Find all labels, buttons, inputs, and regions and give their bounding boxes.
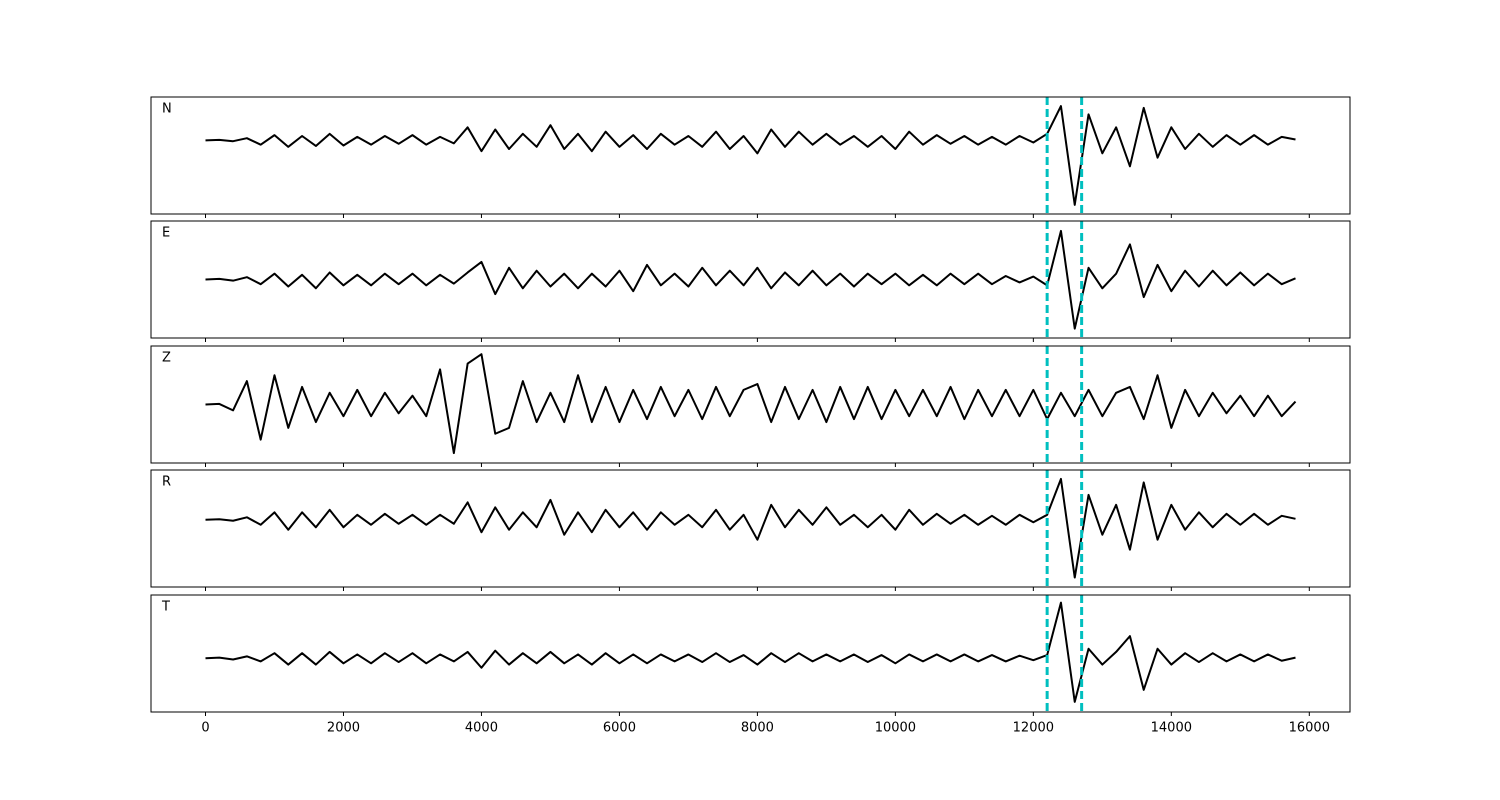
x-tick-label: 16000 bbox=[1289, 721, 1330, 736]
panel-frame bbox=[150, 469, 1351, 588]
panel-label: N bbox=[162, 102, 172, 117]
panel-frame bbox=[150, 96, 1351, 215]
panel-label: R bbox=[162, 475, 171, 490]
trace bbox=[205, 353, 1297, 455]
panel-frame bbox=[150, 345, 1351, 464]
panel-frame bbox=[150, 594, 1351, 713]
trace bbox=[205, 601, 1296, 703]
panel-label: E bbox=[162, 226, 170, 241]
x-tick-label: 12000 bbox=[1013, 721, 1054, 736]
panel-label: Z bbox=[162, 351, 171, 366]
trace bbox=[205, 229, 1296, 330]
panel-label: T bbox=[161, 600, 170, 615]
x-tick-label: 2000 bbox=[327, 721, 360, 736]
trace bbox=[205, 105, 1296, 206]
trace bbox=[205, 477, 1296, 579]
x-tick-label: 0 bbox=[201, 721, 209, 736]
x-tick-label: 4000 bbox=[465, 721, 498, 736]
panel-frame bbox=[150, 220, 1351, 339]
x-tick-label: 6000 bbox=[603, 721, 636, 736]
x-tick-label: 14000 bbox=[1151, 721, 1192, 736]
x-tick-label: 8000 bbox=[741, 721, 774, 736]
x-tick-label: 10000 bbox=[875, 721, 916, 736]
